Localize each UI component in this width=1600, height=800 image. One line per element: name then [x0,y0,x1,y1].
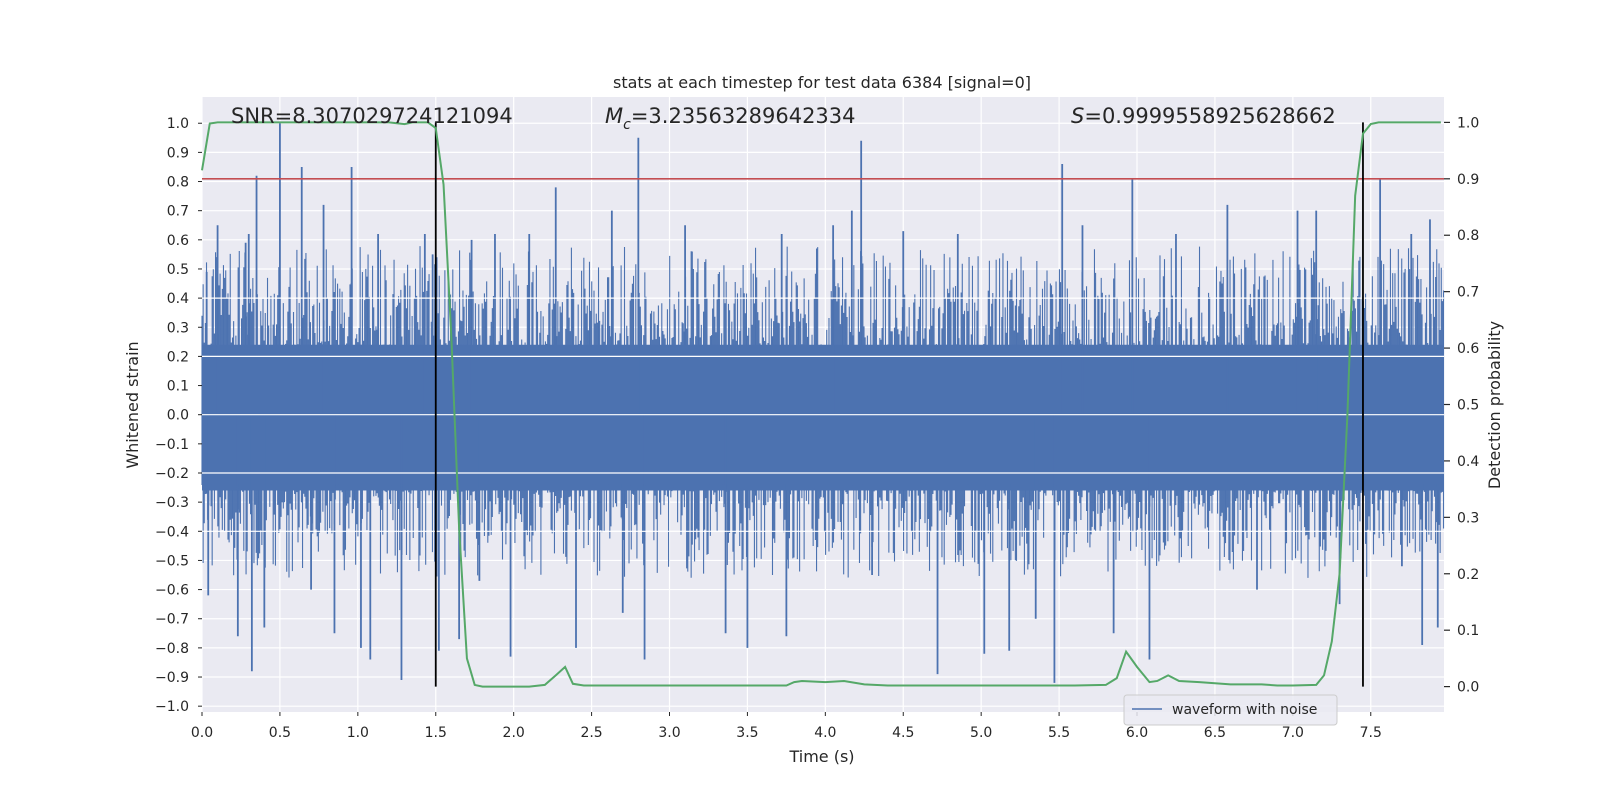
x-tick-label: 0.0 [191,725,213,741]
y-tick-label: −0.4 [155,524,189,540]
legend-box [1123,694,1338,726]
y2-tick-label: 0.8 [1457,228,1479,244]
y2-tick-label: 0.6 [1457,341,1479,357]
x-tick-label: 4.5 [892,725,914,741]
y2-tick-label: 0.5 [1457,398,1479,414]
y2-tick-label: 0.0 [1457,680,1479,696]
y-tick-label: −0.9 [155,670,189,686]
y2-tick-label: 0.9 [1457,172,1479,188]
x-tick-label: 5.0 [970,725,992,741]
x-tick-label: 4.0 [814,725,836,741]
y-tick-label: −0.1 [155,437,189,453]
x-tick-label: 2.0 [503,725,525,741]
y2-tick-label: 0.4 [1457,454,1479,470]
y-tick-label: 0.3 [167,320,189,336]
x-tick-label: 7.5 [1360,725,1382,741]
y-tick-label: −0.6 [155,583,189,599]
y-tick-label: −0.3 [155,495,189,511]
s-statistic-value: =0.9999558925628662 [1084,104,1335,128]
y-tick-label: −0.2 [155,466,189,482]
chirp-mass-symbol: M [605,104,623,128]
s-statistic-symbol: S [1071,104,1084,128]
waveform-noise-envelope [201,246,1445,578]
x-tick-label: 7.0 [1282,725,1304,741]
y-tick-label: 0.7 [167,204,189,220]
x-tick-label: 0.5 [269,725,291,741]
y-tick-label: −0.8 [155,641,189,657]
x-tick-label: 6.5 [1204,725,1226,741]
chart-title: stats at each timestep for test data 638… [613,73,1031,92]
y-tick-label: 0.4 [167,291,189,307]
y-tick-label: 0.8 [167,175,189,191]
y-tick-label: 1.0 [167,116,189,132]
detection-probability-series [201,121,1441,688]
legend-entry-waveform: waveform with noise [1172,702,1317,718]
waveform-with-noise-series [201,123,1445,683]
x-tick-label: 2.5 [580,725,602,741]
y2-tick-label: 1.0 [1457,115,1479,131]
x-tick-label: 1.0 [347,725,369,741]
x-axis-label: Time (s) [788,747,854,766]
y-tick-label: 0.5 [167,262,189,278]
y-tick-label: 0.9 [167,145,189,161]
chirp-mass-subscript: c [623,117,631,133]
x-tick-label: 3.5 [736,725,758,741]
y-tick-label: −0.5 [155,553,189,569]
y-axis-ticks: 1.0 0.9 0.8 0.7 0.6 0.5 0.4 0.3 0.2 0.1 0.0 −0.1 −0.… [155,116,202,715]
s-statistic-annotation: S=0.9999558925628662 [1071,104,1336,128]
y-tick-label: 0.6 [167,233,189,249]
x-tick-label: 5.5 [1048,725,1070,741]
y-tick-label: 0.0 [167,408,189,424]
y2-axis-ticks: 1.0 0.9 0.8 0.7 0.6 0.5 0.4 0.3 0.2 0.1 0.0 [1444,115,1479,696]
y2-tick-label: 0.1 [1457,623,1479,639]
x-tick-label: 1.5 [425,725,447,741]
y2-tick-label: 0.7 [1457,285,1479,301]
y-tick-label: −1.0 [155,699,189,715]
x-axis-ticks: 0.0 0.5 1.0 1.5 2.0 2.5 3.0 3.5 4.0 4.5 5.0 5.5 6.0 6… [191,712,1382,741]
chirp-mass-value: =3.23563289642334 [631,104,856,128]
y2-tick-label: 0.2 [1457,567,1479,583]
y-tick-label: −0.7 [155,612,189,628]
y-tick-label: 0.1 [167,379,189,395]
x-tick-label: 3.0 [658,725,680,741]
y2-tick-label: 0.3 [1457,510,1479,526]
legend: waveform with noise [1123,694,1338,726]
reference-lines [202,122,1444,687]
y-tick-label: 0.2 [167,349,189,365]
y-axis-label: Whitened strain [123,341,142,468]
detection-probability-line [201,121,1441,688]
y2-axis-label: Detection probability [1485,321,1504,489]
chirp-mass-annotation: Mc=3.23563289642334 [605,104,856,133]
x-tick-label: 6.0 [1126,725,1148,741]
snr-annotation: SNR=8.307029724121094 [231,104,513,128]
